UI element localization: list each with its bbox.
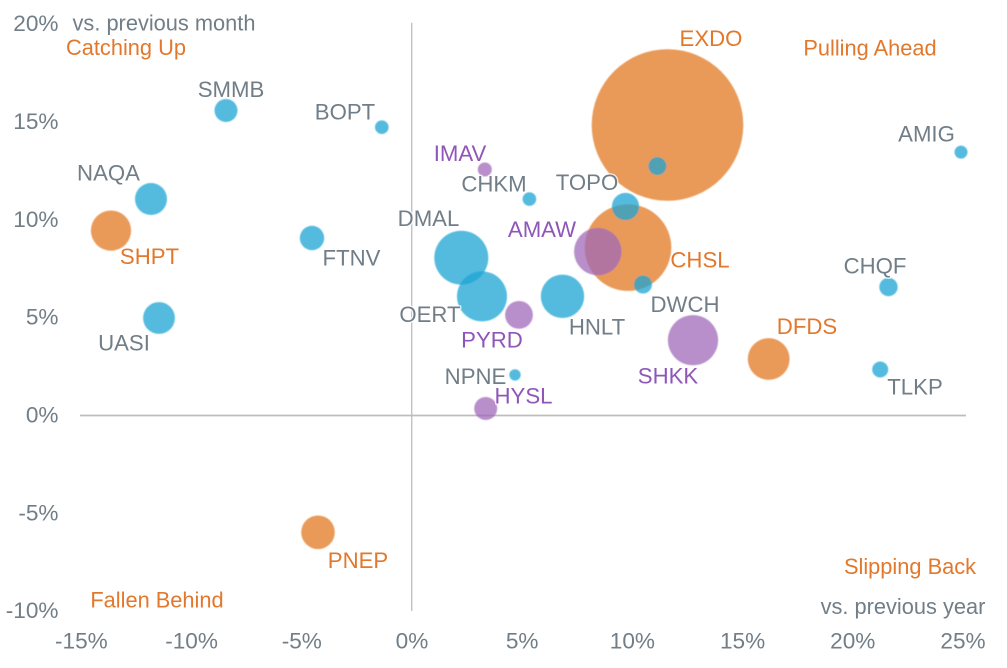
svg-text:vs. previous year: vs. previous year <box>821 594 986 619</box>
svg-text:20%: 20% <box>13 11 58 36</box>
svg-text:SHPT: SHPT <box>120 244 180 269</box>
svg-text:HYSL: HYSL <box>495 383 553 408</box>
svg-text:DWCH: DWCH <box>650 292 719 317</box>
svg-text:CHSL: CHSL <box>670 247 729 272</box>
svg-text:NAQA: NAQA <box>77 160 140 185</box>
svg-text:PYRD: PYRD <box>461 327 523 352</box>
svg-text:SHKK: SHKK <box>638 363 699 388</box>
svg-text:HNLT: HNLT <box>569 314 626 339</box>
svg-text:PNEP: PNEP <box>328 548 388 573</box>
svg-text:DFDS: DFDS <box>777 314 837 339</box>
svg-text:AMAW: AMAW <box>508 217 576 242</box>
svg-text:SHKK: SHKK <box>638 363 699 388</box>
svg-text:Pulling Ahead: Pulling Ahead <box>803 36 936 61</box>
svg-text:CHKM: CHKM <box>461 171 526 196</box>
svg-text:-10%: -10% <box>6 598 59 623</box>
svg-text:HYSL: HYSL <box>495 383 553 408</box>
svg-text:Slipping Back: Slipping Back <box>844 554 976 579</box>
svg-text:25%: 25% <box>940 628 985 653</box>
svg-text:CHKM: CHKM <box>461 171 526 196</box>
svg-text:0%: 0% <box>396 628 429 653</box>
svg-text:5%: 5% <box>506 628 539 653</box>
svg-text:TLKP: TLKP <box>887 374 943 399</box>
svg-text:TOPO: TOPO <box>556 170 618 195</box>
svg-text:5%: 5% <box>26 305 59 330</box>
svg-text:PYRD: PYRD <box>461 327 523 352</box>
svg-text:vs. previous month: vs. previous month <box>73 11 256 36</box>
svg-text:FTNV: FTNV <box>323 245 381 270</box>
svg-text:NAQA: NAQA <box>77 160 140 185</box>
svg-text:Fallen Behind: Fallen Behind <box>90 588 223 613</box>
svg-text:BOPT: BOPT <box>315 99 376 124</box>
svg-text:UASI: UASI <box>98 330 150 355</box>
svg-text:OERT: OERT <box>399 302 461 327</box>
svg-text:CHQF: CHQF <box>844 253 907 278</box>
svg-text:AMIG: AMIG <box>898 121 955 146</box>
svg-text:UASI: UASI <box>98 330 150 355</box>
svg-text:TOPO: TOPO <box>556 170 618 195</box>
svg-text:-5%: -5% <box>18 500 58 525</box>
svg-text:AMIG: AMIG <box>898 121 955 146</box>
svg-text:NPNE: NPNE <box>445 364 507 389</box>
svg-text:-5%: -5% <box>282 628 322 653</box>
svg-text:SMMB: SMMB <box>198 77 265 102</box>
svg-text:TLKP: TLKP <box>887 374 943 399</box>
svg-text:15%: 15% <box>13 109 58 134</box>
svg-text:-15%: -15% <box>55 628 108 653</box>
svg-text:Catching Up: Catching Up <box>66 35 186 60</box>
svg-text:SMMB: SMMB <box>198 77 265 102</box>
svg-text:AMAW: AMAW <box>508 217 576 242</box>
svg-text:10%: 10% <box>13 207 58 232</box>
svg-text:BOPT: BOPT <box>315 99 376 124</box>
svg-text:DFDS: DFDS <box>777 314 837 339</box>
svg-text:15%: 15% <box>720 628 765 653</box>
svg-text:HNLT: HNLT <box>569 314 626 339</box>
svg-text:FTNV: FTNV <box>323 245 381 270</box>
svg-text:IMAV: IMAV <box>434 141 487 166</box>
svg-text:CHQF: CHQF <box>844 253 907 278</box>
svg-text:EXDO: EXDO <box>680 26 743 51</box>
svg-text:PNEP: PNEP <box>328 548 388 573</box>
svg-text:20%: 20% <box>830 628 875 653</box>
svg-text:NPNE: NPNE <box>445 364 507 389</box>
svg-text:DWCH: DWCH <box>650 292 719 317</box>
svg-text:CHSL: CHSL <box>670 247 729 272</box>
svg-text:IMAV: IMAV <box>434 141 487 166</box>
svg-text:OERT: OERT <box>399 302 461 327</box>
svg-text:DMAL: DMAL <box>398 206 460 231</box>
svg-text:DMAL: DMAL <box>398 206 460 231</box>
svg-text:SHPT: SHPT <box>120 244 180 269</box>
svg-text:10%: 10% <box>610 628 655 653</box>
svg-text:EXDO: EXDO <box>680 26 743 51</box>
svg-text:0%: 0% <box>26 403 59 428</box>
svg-text:-10%: -10% <box>165 628 218 653</box>
